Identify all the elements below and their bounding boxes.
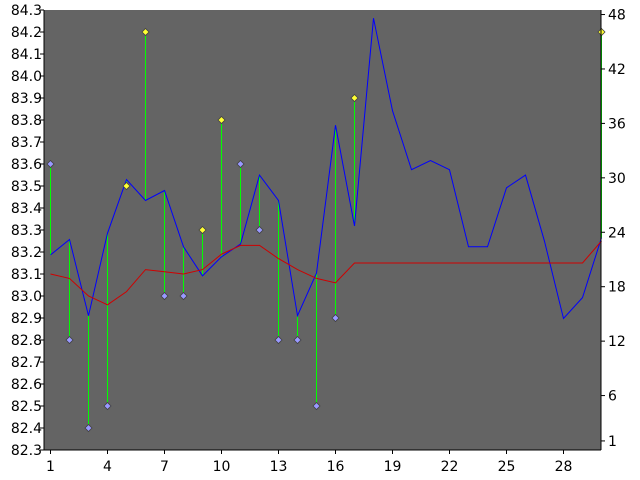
x-tick-label: 7 (160, 459, 169, 475)
left-tick-label: 83.9 (11, 91, 42, 107)
x-tick-label: 4 (103, 459, 112, 475)
x-tick-label: 28 (555, 459, 573, 475)
left-tick-label: 82.9 (11, 311, 42, 327)
marker-5 (122, 181, 131, 191)
left-tick-label: 82.3 (11, 443, 42, 459)
x-tick-label: 22 (441, 459, 459, 475)
marker-16 (331, 313, 340, 323)
right-tick-label: 18 (608, 280, 626, 296)
right-tick-label: 24 (608, 225, 626, 241)
marker-10 (217, 115, 226, 125)
left-tick-label: 83.7 (11, 135, 42, 151)
left-tick-label: 82.5 (11, 399, 42, 415)
right-tick-label: 6 (608, 389, 617, 405)
marker-3 (84, 423, 93, 433)
moving-average-line (50, 240, 602, 306)
marker-8 (179, 291, 188, 301)
right-tick-label: 36 (608, 116, 626, 132)
series-lines (50, 18, 602, 320)
left-tick-label: 83.5 (11, 179, 42, 195)
x-tick-label: 13 (270, 459, 288, 475)
left-tick-label: 82.7 (11, 355, 42, 371)
marker-4 (103, 401, 112, 411)
x-tick-label: 10 (213, 459, 231, 475)
right-tick-label: 30 (608, 171, 626, 187)
marker-9 (198, 225, 207, 235)
marker-14 (293, 335, 302, 345)
marker-2 (65, 335, 74, 345)
left-tick-label: 84.3 (11, 3, 42, 19)
right-tick-label: 1 (608, 434, 617, 450)
left-tick-label: 82.6 (11, 377, 42, 393)
left-tick-label: 83.4 (11, 201, 42, 217)
marker-13 (274, 335, 283, 345)
left-tick-label: 84.2 (11, 25, 42, 41)
marker-12 (255, 225, 264, 235)
marker-6 (141, 27, 150, 37)
left-tick-label: 83.0 (11, 289, 42, 305)
left-tick-label: 83.3 (11, 223, 42, 239)
right-axis-ticks: 1 6 12 18 24 30 36 42 48 (601, 8, 626, 450)
x-tick-label: 16 (327, 459, 345, 475)
marker-7 (160, 291, 169, 301)
right-tick-label: 42 (608, 62, 626, 78)
marker-17 (350, 93, 359, 103)
right-tick-label: 12 (608, 334, 626, 350)
marker-11 (236, 159, 245, 169)
marker-15 (312, 401, 321, 411)
x-tick-label: 19 (384, 459, 402, 475)
price-line (50, 18, 602, 320)
left-tick-label: 82.8 (11, 333, 42, 349)
left-tick-label: 82.4 (11, 421, 42, 437)
left-tick-label: 83.2 (11, 245, 42, 261)
data-markers (46, 27, 606, 433)
left-axis-ticks: 82.3 82.4 82.5 82.6 82.7 82.8 82.9 83.0 83.1 83.2… (11, 3, 44, 459)
x-tick-label: 25 (498, 459, 516, 475)
left-tick-label: 84.1 (11, 47, 42, 63)
left-tick-label: 83.6 (11, 157, 42, 173)
left-tick-label: 83.1 (11, 267, 42, 283)
marker-1 (46, 159, 55, 169)
x-tick-label: 1 (46, 459, 55, 475)
left-tick-label: 83.8 (11, 113, 42, 129)
left-tick-label: 84.0 (11, 69, 42, 85)
right-tick-label: 48 (608, 8, 626, 24)
x-axis-ticks: 1 4 7 10 13 16 19 22 25 28 (46, 450, 572, 475)
